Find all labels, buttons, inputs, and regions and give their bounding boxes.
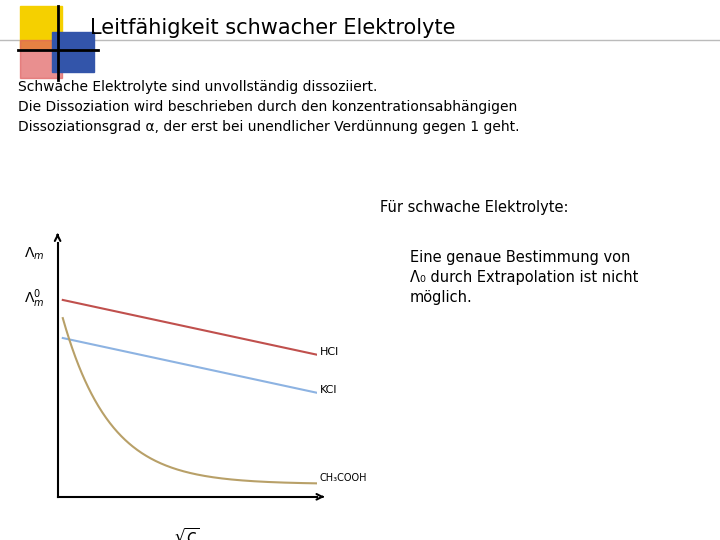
Bar	[20, 6, 62, 48]
Bar	[52, 32, 94, 72]
Text: Eine genaue Bestimmung von: Eine genaue Bestimmung von	[410, 250, 631, 265]
Text: Für schwache Elektrolyte:: Für schwache Elektrolyte:	[380, 200, 569, 215]
Text: Leitfähigkeit schwacher Elektrolyte: Leitfähigkeit schwacher Elektrolyte	[90, 18, 456, 38]
Text: KCl: KCl	[320, 385, 337, 395]
Text: Schwache Elektrolyte sind unvollständig dissoziiert.: Schwache Elektrolyte sind unvollständig …	[18, 80, 377, 94]
Text: $\Lambda_m$: $\Lambda_m$	[24, 246, 45, 262]
Text: Die Dissoziation wird beschrieben durch den konzentrationsabhängigen: Die Dissoziation wird beschrieben durch …	[18, 100, 517, 114]
Bar	[20, 40, 62, 78]
Text: $\sqrt{c}$: $\sqrt{c}$	[174, 527, 200, 540]
Text: CH₃COOH: CH₃COOH	[320, 473, 367, 483]
Text: Dissoziationsgrad α, der erst bei unendlicher Verdünnung gegen 1 geht.: Dissoziationsgrad α, der erst bei unendl…	[18, 120, 520, 134]
Text: Λ₀ durch Extrapolation ist nicht: Λ₀ durch Extrapolation ist nicht	[410, 270, 639, 285]
Text: möglich.: möglich.	[410, 290, 473, 305]
Text: HCl: HCl	[320, 347, 338, 357]
Text: $\Lambda_m^0$: $\Lambda_m^0$	[24, 287, 45, 310]
